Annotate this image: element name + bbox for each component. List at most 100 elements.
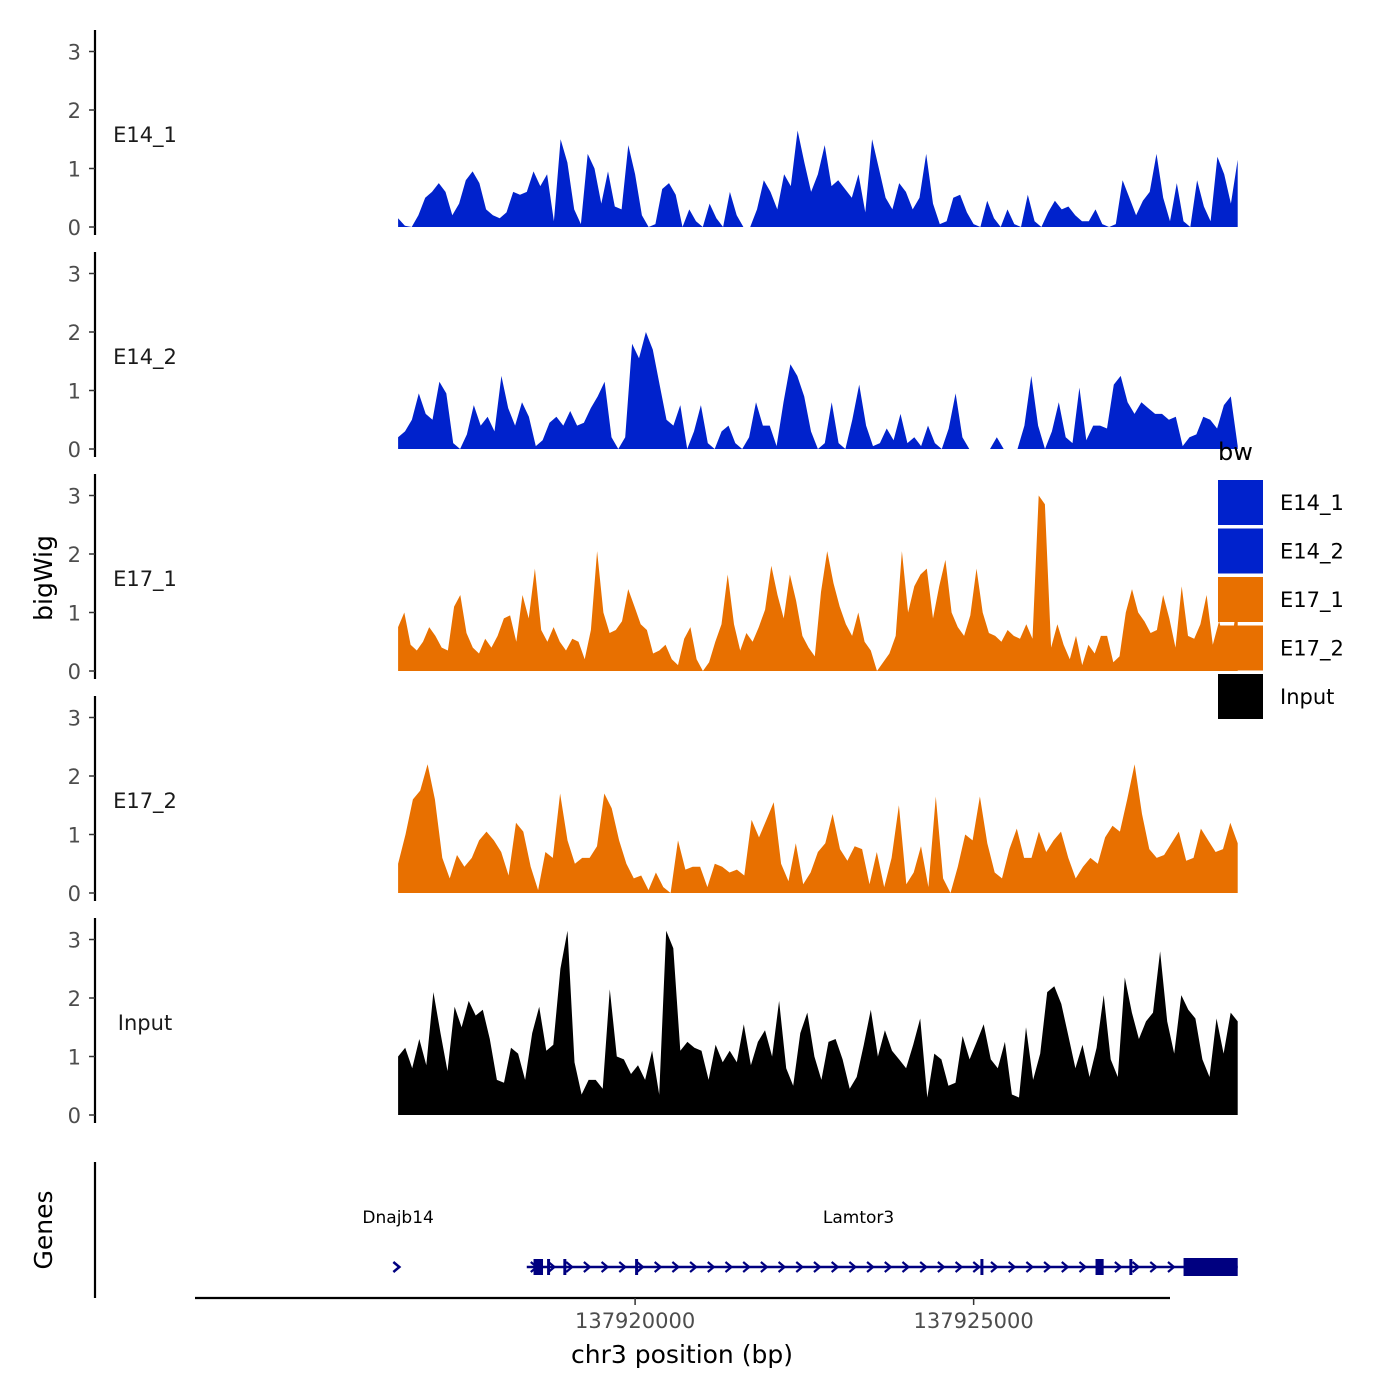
y-tick-label: 1 xyxy=(68,602,81,626)
coverage-area-e14-1 xyxy=(398,130,1238,227)
x-axis: 137920000 137925000 xyxy=(195,1296,1170,1333)
y-tick-label: 1 xyxy=(68,1046,81,1070)
track-label: E17_1 xyxy=(113,567,177,592)
strand-arrow xyxy=(1061,1261,1070,1273)
coverage-area-e17-2 xyxy=(398,764,1238,893)
y-tick-label: 2 xyxy=(68,765,81,789)
y-axis-title: bigWig xyxy=(29,535,58,621)
genes-axis-title: Genes xyxy=(29,1190,58,1269)
track-input: 0 1 2 3 Input xyxy=(68,918,1238,1128)
strand-arrow xyxy=(954,1261,964,1273)
strand-arrow xyxy=(689,1261,698,1273)
legend-item: E17_2 xyxy=(1218,625,1344,671)
strand-arrow xyxy=(1007,1261,1017,1273)
y-tick-label: 3 xyxy=(68,263,81,287)
exon xyxy=(980,1259,984,1275)
strand-arrow xyxy=(919,1261,928,1273)
strand-arrow xyxy=(1149,1261,1158,1273)
legend-swatch xyxy=(1218,625,1263,671)
y-tick-label: 0 xyxy=(68,1104,81,1128)
coverage-area-input xyxy=(398,930,1238,1115)
x-axis-title: chr3 position (bp) xyxy=(571,1340,793,1369)
legend-swatch xyxy=(1218,577,1263,622)
strand-arrow xyxy=(653,1261,663,1273)
y-tick-label: 2 xyxy=(68,987,81,1011)
track-panels: 0 1 2 3 E14_1 0 1 2 3 E14_2 0 1 2 3 E17_1 0 1 2 3 E17_2 0 1 2 3… xyxy=(68,30,1238,1128)
coverage-area-e17-1 xyxy=(398,495,1238,671)
legend-swatch xyxy=(1218,674,1263,719)
track-label: Input xyxy=(118,1011,172,1035)
coverage-area-e14-2 xyxy=(398,332,1238,449)
strand-arrow xyxy=(795,1261,804,1273)
strand-arrow xyxy=(848,1261,858,1273)
y-tick-label: 2 xyxy=(68,99,81,123)
gene-dnajb14: Dnajb14 xyxy=(362,1208,434,1273)
y-tick-label: 3 xyxy=(68,929,81,953)
exon xyxy=(563,1259,567,1275)
y-tick-label: 0 xyxy=(68,660,81,684)
track-label: E14_2 xyxy=(113,345,177,370)
y-tick-label: 2 xyxy=(68,543,81,567)
strand-arrow xyxy=(742,1261,751,1273)
x-tick-label: 137920000 xyxy=(575,1309,695,1333)
strand-arrow xyxy=(1131,1261,1141,1273)
strand-arrow xyxy=(1167,1261,1176,1273)
strand-arrow xyxy=(1078,1261,1088,1273)
y-tick-label: 1 xyxy=(68,158,81,182)
strand-arrow xyxy=(866,1261,875,1273)
legend-swatch xyxy=(1218,480,1263,525)
strand-arrow xyxy=(1114,1261,1123,1273)
strand-arrow xyxy=(583,1261,592,1273)
legend-item: E17_1 xyxy=(1218,577,1344,622)
track-label: E17_2 xyxy=(113,789,177,814)
strand-arrow xyxy=(547,1261,557,1273)
y-tick-label: 1 xyxy=(68,380,81,404)
strand-arrow xyxy=(1025,1261,1035,1273)
gene-lamtor3: Lamtor3 xyxy=(526,1208,1238,1276)
strand-arrow xyxy=(972,1261,981,1273)
strand-arrow xyxy=(636,1261,645,1273)
track-e17-1: 0 1 2 3 E17_1 xyxy=(68,474,1238,684)
legend-label: E14_2 xyxy=(1280,540,1344,565)
strand-arrow xyxy=(884,1261,893,1273)
legend-title: bw xyxy=(1218,438,1253,466)
y-tick-label: 0 xyxy=(68,216,81,240)
gene-label: Dnajb14 xyxy=(362,1208,433,1228)
gene-label: Lamtor3 xyxy=(823,1208,894,1228)
legend-label: Input xyxy=(1280,685,1334,709)
exon xyxy=(635,1259,639,1275)
x-tick-label: 137925000 xyxy=(914,1309,1034,1333)
y-tick-label: 1 xyxy=(68,824,81,848)
exon xyxy=(1183,1258,1238,1276)
strand-arrow xyxy=(830,1261,840,1273)
strand-arrow xyxy=(671,1261,681,1273)
legend-label: E14_1 xyxy=(1280,491,1344,516)
track-label: E14_1 xyxy=(113,123,177,148)
legend-item: E14_1 xyxy=(1218,480,1344,525)
legend-swatch xyxy=(1218,528,1263,574)
y-tick-label: 3 xyxy=(68,41,81,65)
exon xyxy=(1129,1259,1133,1275)
y-tick-label: 2 xyxy=(68,321,81,345)
strand-arrow xyxy=(813,1261,822,1273)
strand-arrow xyxy=(600,1261,610,1273)
strand-arrow xyxy=(937,1261,946,1273)
strand-arrow xyxy=(618,1261,627,1273)
track-e14-2: 0 1 2 3 E14_2 xyxy=(68,252,1238,462)
legend-label: E17_1 xyxy=(1280,588,1344,613)
exon xyxy=(1095,1259,1104,1275)
exon xyxy=(533,1259,544,1275)
strand-arrow xyxy=(1043,1261,1052,1273)
legend-item: Input xyxy=(1218,674,1334,719)
legend-item: E14_2 xyxy=(1218,528,1344,574)
y-tick-label: 0 xyxy=(68,882,81,906)
track-e14-1: 0 1 2 3 E14_1 xyxy=(68,30,1238,240)
strand-arrow xyxy=(990,1261,999,1273)
strand-arrow xyxy=(724,1261,734,1273)
strand-arrow xyxy=(777,1261,787,1273)
strand-arrow xyxy=(392,1261,402,1273)
y-tick-label: 3 xyxy=(68,485,81,509)
strand-arrow xyxy=(565,1261,574,1273)
legend-label: E17_2 xyxy=(1280,637,1344,662)
